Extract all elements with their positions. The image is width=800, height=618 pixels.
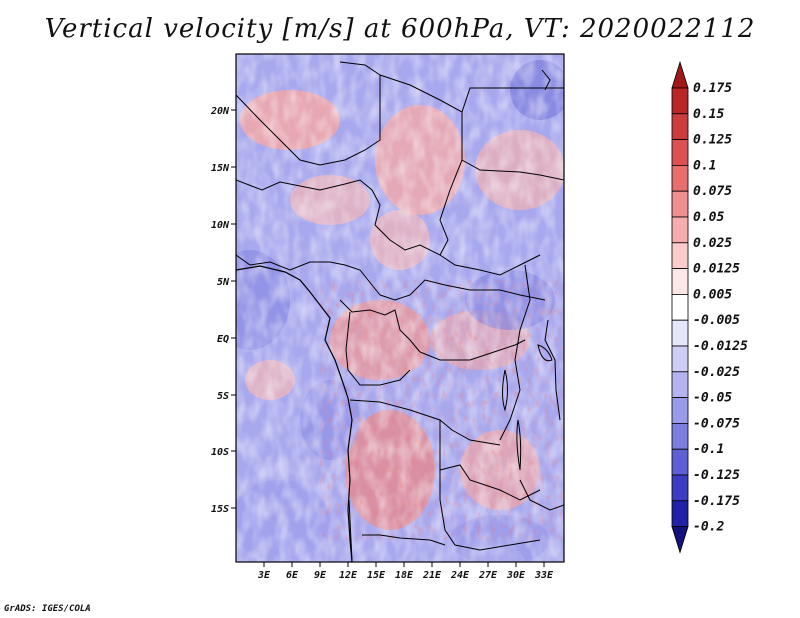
colorbar-label: 0.025	[693, 236, 732, 251]
colorbar: 0.175 0.15 0.125 0.1 0.075 0.05 0.025 0.0125 0.0…	[671, 60, 748, 554]
lat-label-5n: 5N	[217, 277, 230, 288]
lon-label-27e: 27E	[478, 570, 498, 581]
colorbar-swatch	[671, 87, 689, 115]
colorbar-swatch	[671, 422, 689, 450]
colorbar-swatch	[671, 293, 689, 321]
colorbar-swatch	[671, 345, 689, 373]
colorbar-swatch	[671, 474, 689, 502]
lat-label-5s: 5S	[217, 391, 229, 402]
lon-label-21e: 21E	[422, 570, 442, 581]
colorbar-label: 0.075	[693, 184, 732, 199]
map-frame	[235, 53, 565, 563]
lon-label-9e: 9E	[314, 570, 327, 581]
colorbar-swatch	[671, 139, 689, 166]
lon-label-24e: 24E	[450, 570, 470, 581]
colorbar-label: 0.1	[693, 158, 716, 173]
colorbar-label: -0.05	[693, 391, 732, 406]
colorbar-swatch	[671, 500, 689, 527]
lon-label-3e: 3E	[257, 570, 271, 581]
velocity-field	[236, 54, 564, 562]
lat-label-eq: EQ	[217, 334, 229, 345]
lat-label-20n: 20N	[210, 106, 230, 117]
colorbar-swatch	[671, 113, 689, 141]
colorbar-swatch	[671, 164, 689, 192]
lon-label-6e: 6E	[286, 570, 299, 581]
colorbar-swatch	[671, 268, 689, 295]
lat-label-15n: 15N	[211, 163, 230, 174]
map-title: Vertical velocity [m/s] at 600hPa, VT: 2…	[44, 14, 756, 44]
lon-label-15e: 15E	[367, 570, 386, 581]
lon-label-18e: 18E	[395, 570, 414, 581]
lakes	[502, 69, 553, 471]
colorbar-label: -0.2	[693, 520, 724, 535]
colorbar-label: 0.005	[693, 287, 732, 302]
colorbar-arrow-top	[671, 60, 689, 89]
colorbar-swatch	[671, 216, 689, 244]
lon-label-12e: 12E	[339, 570, 358, 581]
colorbar-label: -0.005	[693, 313, 740, 328]
lon-label-33e: 33E	[534, 570, 554, 581]
colorbar-swatch	[671, 371, 689, 398]
colorbar-label: -0.025	[693, 365, 740, 380]
colorbar-label: -0.175	[693, 494, 740, 509]
colorbar-arrow-bottom	[671, 526, 689, 554]
lat-label-10s: 10S	[211, 447, 229, 458]
colorbar-label: -0.1	[693, 442, 724, 457]
lon-label-30e: 30E	[506, 570, 526, 581]
colorbar-label: 0.175	[693, 81, 732, 96]
lat-label-10n: 10N	[211, 220, 230, 231]
footer-credit: GrADS: IGES/COLA	[4, 604, 91, 614]
colorbar-label: -0.075	[693, 416, 740, 431]
colorbar-swatch	[671, 397, 689, 424]
colorbar-label: 0.125	[693, 133, 732, 148]
colorbar-label: -0.0125	[693, 339, 748, 354]
colorbar-swatch	[671, 448, 689, 476]
colorbar-label: -0.125	[693, 468, 740, 483]
colorbar-swatch	[671, 319, 689, 347]
lat-axis: 20N 15N 10N 5N EQ 5S 10S 15S	[210, 106, 236, 515]
colorbar-swatch	[671, 242, 689, 270]
lat-label-15s: 15S	[211, 504, 229, 515]
colorbar-swatch	[671, 190, 689, 218]
country-borders	[236, 61, 564, 561]
colorbar-label: 0.05	[693, 210, 724, 225]
coastline	[235, 265, 353, 563]
colorbar-label: 0.15	[693, 107, 724, 122]
lon-axis: 3E 6E 9E 12E 15E 18E 21E 24E 27E 30E 33E	[257, 562, 554, 581]
colorbar-label: 0.0125	[693, 262, 740, 277]
